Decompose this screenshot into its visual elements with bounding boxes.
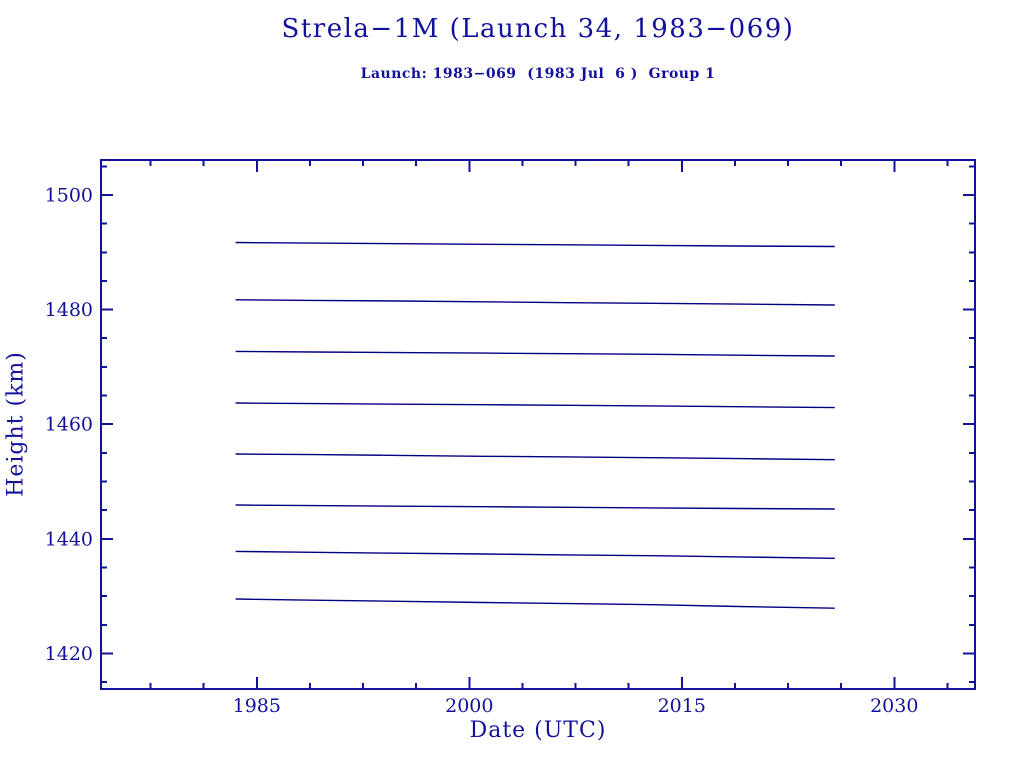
- x-axis-title: Date (UTC): [469, 718, 607, 743]
- x-tick-label: 2000: [445, 695, 493, 717]
- series-line-object-3: [235, 350, 835, 357]
- series-line-object-8: [235, 598, 835, 609]
- chart-subtitle: Launch: 1983−069 (1983 Jul 6 ) Group 1: [360, 66, 716, 82]
- x-tick-label: 1985: [233, 695, 281, 717]
- series-line-object-4: [235, 402, 835, 409]
- series-line-object-7: [235, 550, 835, 559]
- plot-frame: [100, 159, 976, 690]
- y-tick-label: 1500: [45, 184, 93, 206]
- series-line-object-6: [235, 504, 835, 510]
- series-line-object-1: [235, 241, 835, 248]
- series-line-object-5: [235, 453, 835, 461]
- y-tick-label: 1460: [45, 414, 93, 436]
- x-tick-label: 2030: [870, 695, 918, 717]
- series-line-object-2: [235, 299, 835, 306]
- y-tick-label: 1480: [45, 299, 93, 321]
- x-tick-label: 2015: [658, 695, 706, 717]
- chart-title: Strela−1M (Launch 34, 1983−069): [281, 14, 795, 44]
- y-tick-label: 1420: [45, 643, 93, 665]
- y-tick-label: 1440: [45, 528, 93, 550]
